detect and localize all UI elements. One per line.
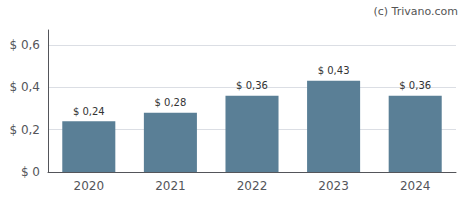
- svg-text:2022: 2022: [237, 179, 268, 193]
- svg-text:(c) Trivano.com: (c) Trivano.com: [373, 5, 458, 18]
- svg-text:$ 0,28: $ 0,28: [154, 97, 186, 108]
- svg-text:2023: 2023: [318, 179, 349, 193]
- svg-text:$ 0: $ 0: [21, 165, 40, 179]
- svg-text:2021: 2021: [155, 179, 186, 193]
- svg-text:$ 0,24: $ 0,24: [73, 106, 105, 117]
- svg-text:2024: 2024: [400, 179, 431, 193]
- svg-text:$ 0,43: $ 0,43: [318, 65, 350, 76]
- svg-text:$ 0,6: $ 0,6: [9, 38, 40, 52]
- svg-text:$ 0,36: $ 0,36: [236, 80, 268, 91]
- svg-text:2020: 2020: [74, 179, 105, 193]
- svg-text:$ 0,36: $ 0,36: [399, 80, 431, 91]
- svg-text:$ 0,2: $ 0,2: [9, 123, 40, 137]
- svg-text:$ 0,4: $ 0,4: [9, 80, 40, 94]
